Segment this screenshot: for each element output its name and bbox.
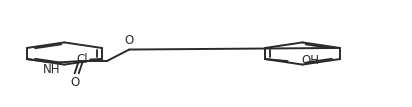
Text: Cl: Cl [76,53,88,66]
Text: O: O [70,76,80,89]
Text: NH: NH [43,63,61,77]
Text: OH: OH [301,54,319,67]
Text: O: O [124,34,134,47]
